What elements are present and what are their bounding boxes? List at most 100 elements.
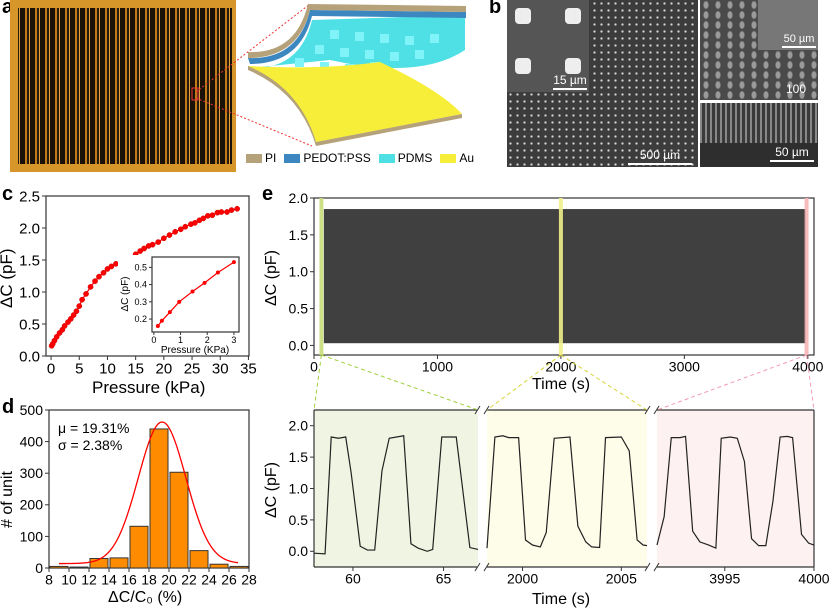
c-inset-axes-y-tick-label: 0.3 (134, 297, 147, 307)
c-inset-data-point (231, 260, 236, 265)
pi-swatch (246, 154, 262, 164)
c-axes-y-tick-label: 2.0 (19, 220, 40, 237)
d-histogram-bar (89, 558, 109, 569)
d-histogram-bar (229, 565, 249, 569)
e-zoom-connector (560, 354, 648, 411)
e-highlight-window (558, 198, 563, 355)
c-data-point (141, 245, 147, 252)
c-data-point (200, 215, 207, 222)
sem-substrate: 50 µm (700, 143, 818, 167)
c-inset-data-point (167, 310, 172, 315)
c-axes-x-tick-label: 10 (99, 361, 116, 378)
panel-label-d: d (2, 396, 15, 418)
e-highlight-window (804, 198, 809, 355)
e-x-axis-label: Time (s) (532, 376, 591, 393)
d-histogram-bar (209, 563, 229, 569)
e-axes-y-tick-label: 1.0 (289, 264, 309, 280)
scale-label: 15 µm (553, 73, 587, 87)
d-axes-x-tick-label: 10 (61, 572, 77, 588)
c-data-point (192, 220, 198, 226)
e-zoom-segment-1-y-tick-label: 0.5 (289, 512, 309, 528)
d-axes-x-tick-label: 12 (81, 572, 97, 588)
c-data-point (177, 226, 184, 233)
c-axes-frame (45, 195, 250, 357)
e-zoom-connector (806, 354, 815, 411)
c-data-point (70, 312, 77, 318)
c-data-point (104, 266, 111, 272)
e-zoom-waveform (486, 435, 648, 549)
c-axes-y-tick-label: 0.0 (19, 348, 40, 365)
d-axes-y-tick-label: 400 (20, 434, 44, 450)
axis-break-gap (477, 563, 487, 571)
c-inset-bg (118, 255, 242, 355)
e-zoom-connector (486, 354, 562, 411)
e-zoom-segment-1-x-tick-label: 60 (345, 571, 361, 587)
c-inset-data-point (190, 289, 195, 294)
legend-item-au: Au (440, 151, 474, 165)
d-axes-x-tick-label: 24 (201, 572, 217, 588)
d-histogram-bar (129, 525, 149, 569)
c-inset-axes-y-tick-label: 0.5 (134, 262, 147, 272)
zoom-region (191, 87, 199, 101)
d-histogram-bar (109, 557, 129, 569)
d-histogram-bar (189, 550, 209, 569)
e-zoom-segment-2-x-tick-label: 2005 (606, 571, 637, 587)
scale-label: 50 µm (783, 33, 815, 45)
e-zoom-segment-1-y-tick-label: 1.0 (289, 480, 309, 496)
panel-label-b: b (489, 0, 502, 18)
axis-break-icon (474, 405, 490, 415)
c-inset-axes-x-tick-label: 2 (205, 335, 210, 345)
panel-label-e: e (262, 183, 274, 205)
e-axes-x-tick-label: 0 (310, 359, 318, 375)
c-inset-data-point (202, 280, 207, 285)
scale-bar-500um: 500 µm (628, 148, 692, 165)
c-data-point (108, 263, 115, 270)
e-axes: 0 1000 2000 3000 4000 0.0 0.5 1.0 1.5 2.0 (289, 190, 824, 375)
c-axes-y-tick-label: 1.5 (19, 252, 40, 269)
e-zoom-x-axis-label: Time (s) (532, 591, 591, 608)
d-axes-y-tick-label: 200 (20, 497, 44, 513)
c-data-point (172, 228, 178, 235)
d-axes-x-tick-label: 8 (45, 572, 53, 588)
c-data-point (61, 323, 68, 329)
e-zoom-segment-1-x-tick-label: 65 (436, 571, 452, 587)
c-axes-x-tick-label: 0 (47, 361, 55, 378)
d-axes-y-tick-label: 500 (20, 402, 44, 418)
c-axes-y-tick-label: 2.5 (19, 188, 40, 205)
au-swatch (440, 154, 457, 164)
sensor-array-photo (10, 0, 236, 172)
legend-label: PEDOT:PSS (303, 151, 371, 165)
e-zoom-segment-3-background (657, 410, 814, 567)
c-inset-data-point (215, 270, 220, 275)
c-axes-y-tick-label: 1.0 (19, 284, 40, 301)
c-inset-axes-x-tick-label: 1 (178, 335, 183, 345)
c-data-point (79, 296, 85, 303)
e-axes-x-tick-label: 2000 (545, 359, 576, 375)
e-zoom-segment-3-x-tick-label: 4000 (798, 571, 829, 587)
e-zoom-segment-2-x-tick-label: 2000 (507, 571, 538, 587)
material-legend: PI PEDOT:PSS PDMS Au (246, 151, 474, 165)
pillar (565, 58, 581, 74)
sem-tilted-inset: 50 µm (758, 0, 818, 50)
e-axes-y-tick-label: 1.5 (289, 227, 309, 243)
scale-bar-50um-inset: 50 µm (782, 33, 816, 48)
d-gaussian-fit (58, 421, 239, 565)
c-axes-x-tick-label: 20 (156, 361, 173, 378)
d-axes-x-tick-label: 18 (141, 572, 157, 588)
panel-label-c: c (2, 183, 14, 205)
e-zoom-segment-1-background (314, 410, 478, 567)
d-axes-x-tick-label: 20 (161, 572, 177, 588)
c-axes-x-tick-label: 15 (127, 361, 144, 378)
c-data-point (53, 333, 60, 340)
pedot-layer (248, 10, 466, 64)
c-inset-axes-x-tick-label: 0 (151, 335, 156, 345)
legend-item-pdms: PDMS (378, 151, 432, 165)
c-axes-x-tick-label: 30 (212, 361, 229, 378)
e-zoom-segment-1-y-tick-label: 1.5 (289, 449, 309, 465)
c-axes-x-tick-label: 35 (240, 361, 257, 378)
legend-label: Au (459, 151, 475, 165)
zoom-line-top (195, 3, 311, 93)
c-x-axis-label: Pressure (kPa) (92, 378, 206, 397)
sem-tilted-view: 50 µm 100 µm (700, 0, 818, 113)
c-data-point (218, 209, 225, 215)
